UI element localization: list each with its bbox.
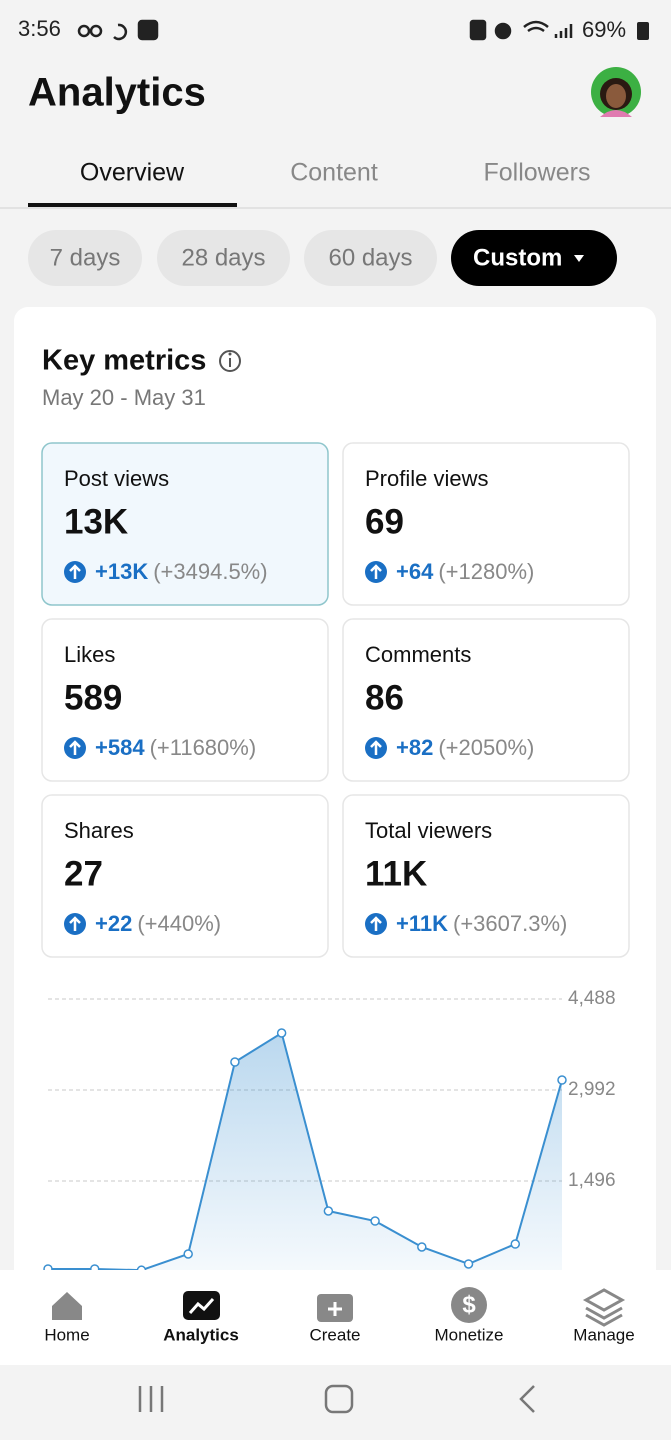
point <box>183 1249 193 1259</box>
up-arrow <box>69 564 81 579</box>
line <box>48 1031 563 1272</box>
metric-percent: (+2050%) <box>438 735 534 760</box>
metric-card[interactable] <box>342 794 630 958</box>
nav-label[interactable]: Monetize <box>435 1325 504 1344</box>
metric-label: Profile views <box>365 466 488 491</box>
metric-cards: Post views 13K +13K (+3494.5%) Profile views… <box>41 442 630 958</box>
up-arrow <box>69 740 81 755</box>
tab[interactable]: Followers <box>484 159 591 187</box>
tab-bar: Overview Content Followers <box>0 159 671 209</box>
metric-card[interactable] <box>41 794 329 958</box>
range-label[interactable]: Custom <box>473 244 562 271</box>
range-label[interactable]: 7 days <box>50 244 121 271</box>
point <box>230 1057 240 1067</box>
metric-value: 86 <box>365 678 404 717</box>
page-title: Analytics <box>28 71 206 115</box>
metric-change: +584 <box>95 735 145 760</box>
metric-percent: (+3607.3%) <box>453 911 567 936</box>
metric-change: +22 <box>95 911 132 936</box>
y-tick-label: 1,496 <box>568 1170 616 1191</box>
metric-label: Comments <box>365 642 471 667</box>
point <box>417 1242 427 1252</box>
point <box>510 1239 521 1249</box>
metric-card[interactable] <box>342 618 630 782</box>
metric-value: 27 <box>64 854 103 893</box>
metric-value: 589 <box>64 678 122 717</box>
bottom-nav: $ Home Analytics Create Monetize Manage <box>0 1270 671 1365</box>
status-icons <box>77 19 649 41</box>
point <box>557 1075 567 1085</box>
nav-label[interactable]: Home <box>44 1325 89 1344</box>
tab[interactable]: Overview <box>80 159 185 187</box>
up-arrow <box>370 564 382 579</box>
metric-change: +13K <box>95 559 148 584</box>
metric-value: 69 <box>365 502 404 541</box>
dropdown-caret <box>574 255 584 262</box>
metric-percent: (+3494.5%) <box>153 559 267 584</box>
line-area <box>48 1033 562 1272</box>
metric-change: +11K <box>396 911 448 936</box>
metric-label: Total viewers <box>365 818 492 843</box>
status-battery: 69% <box>582 17 626 42</box>
up-arrow <box>370 740 382 755</box>
tab[interactable]: Content <box>290 159 378 187</box>
range-pill[interactable] <box>304 230 437 286</box>
dollar-glyph: $ <box>462 1291 476 1318</box>
point <box>370 1216 380 1226</box>
info-icon[interactable] <box>219 350 241 372</box>
up-arrow <box>370 916 382 931</box>
nav-label[interactable]: Analytics <box>163 1325 239 1344</box>
avatar[interactable] <box>591 67 641 117</box>
metric-label: Post views <box>64 466 169 491</box>
metric-percent: (+440%) <box>137 911 221 936</box>
metric-card[interactable] <box>342 442 630 606</box>
section-title: Key metrics <box>42 345 206 377</box>
y-tick-label: 2,992 <box>568 1079 616 1100</box>
point <box>323 1206 334 1216</box>
line-chart: 1,496 2,992 4,488 <box>43 988 616 1275</box>
range-label[interactable]: 28 days <box>181 244 265 271</box>
metric-percent: (+1280%) <box>438 559 534 584</box>
y-tick-label: 4,488 <box>568 988 616 1009</box>
metric-card[interactable] <box>41 442 329 606</box>
date-range: May 20 - May 31 <box>42 385 206 410</box>
metric-change: +82 <box>396 735 433 760</box>
metric-value: 13K <box>64 502 128 541</box>
range-pill[interactable] <box>451 230 617 286</box>
point <box>463 1259 474 1269</box>
metric-card[interactable] <box>41 618 329 782</box>
nav-label[interactable]: Create <box>309 1325 360 1344</box>
metric-label: Likes <box>64 642 115 667</box>
range-label[interactable]: 60 days <box>328 244 412 271</box>
metric-percent: (+11680%) <box>150 735 257 760</box>
range-pill[interactable] <box>28 230 142 286</box>
system-nav <box>0 1365 671 1440</box>
nav-label[interactable]: Manage <box>573 1325 634 1344</box>
metric-change: +64 <box>396 559 434 584</box>
range-filters: 7 days 28 days 60 days Custom <box>28 230 617 286</box>
status-time: 3:56 <box>18 16 61 41</box>
point <box>276 1028 287 1038</box>
metric-value: 11K <box>365 854 427 893</box>
up-arrow <box>69 916 81 931</box>
metric-label: Shares <box>64 818 134 843</box>
range-pill[interactable] <box>157 230 290 286</box>
